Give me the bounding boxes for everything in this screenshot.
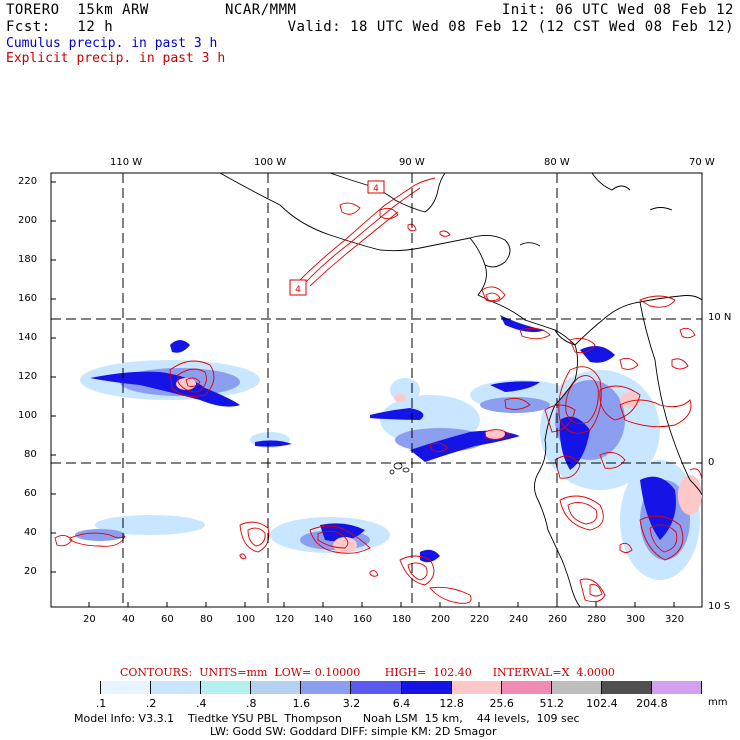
center-name: NCAR/MMM (225, 2, 297, 18)
boxed-contour-labels: 4 4 (289, 180, 385, 296)
valid-time: Valid: 18 UTC Wed 08 Feb 12 (12 CST Wed … (287, 19, 734, 35)
colorbar-cell (101, 681, 152, 694)
model-title: TORERO 15km ARW (6, 2, 149, 18)
contour-box-2 (289, 279, 307, 296)
lat-label-0: 0 (708, 457, 715, 468)
x-tick: 220 (470, 614, 490, 625)
x-tick: 140 (314, 614, 334, 625)
colorbar-cell (501, 681, 552, 694)
x-tick: 160 (353, 614, 373, 625)
colorbar-label: 3.2 (342, 697, 361, 710)
colorbar-label: .4 (195, 697, 207, 710)
map-frame (50, 172, 703, 608)
colorbar-label: .1 (95, 697, 107, 710)
forecast-hour: Fcst: 12 h (6, 19, 114, 35)
x-tick: 200 (431, 614, 451, 625)
lat-label-10s: 10 S (708, 601, 731, 612)
lon-label-100w: 100 W (254, 157, 287, 168)
init-time: Init: 06 UTC Wed 08 Feb 12 (501, 2, 734, 18)
x-tick: 300 (626, 614, 646, 625)
colorbar-cell (451, 681, 502, 694)
colorbar-cell (351, 681, 402, 694)
x-tick: 240 (509, 614, 529, 625)
x-tick: 260 (548, 614, 568, 625)
colorbar-label: .8 (246, 697, 257, 710)
contour-info: CONTOURS: UNITS=mm LOW= 0.10000 HIGH= 10… (120, 666, 615, 679)
colorbar-cell (601, 681, 652, 694)
y-tick: 60 (24, 488, 37, 499)
colorbar-label: 204.8 (636, 697, 668, 710)
y-tick: 180 (18, 254, 38, 265)
colorbar-label: 1.6 (292, 697, 311, 710)
colorbar-cell (201, 681, 252, 694)
colorbar-label: 102.4 (586, 697, 618, 710)
physics-info: LW: Godd SW: Goddard DIFF: simple KM: 2D… (210, 725, 497, 738)
colorbar-cell (251, 681, 302, 694)
model-info: Model Info: V3.3.1 Tiedtke YSU PBL Thomp… (74, 712, 580, 725)
very-heavy-precip-areas (176, 378, 702, 553)
contour-box-2-label: 4 (295, 285, 301, 295)
x-tick: 80 (200, 614, 213, 625)
colorbar-cell (301, 681, 352, 694)
x-tick: 280 (587, 614, 607, 625)
y-tick: 160 (18, 293, 38, 304)
colorbar-label: .2 (145, 697, 157, 710)
axis-ticks (51, 181, 675, 607)
colorbar-label: 12.8 (439, 697, 464, 710)
lon-label-80w: 80 W (544, 157, 570, 168)
colorbar-label: 6.4 (392, 697, 411, 710)
colorbar-cell (401, 681, 452, 694)
colorbar-unit: mm (708, 697, 728, 708)
lon-label-110w: 110 W (110, 157, 143, 168)
y-tick: 40 (24, 527, 37, 538)
coastlines (219, 172, 703, 608)
y-tick: 100 (18, 410, 38, 421)
y-tick: 220 (18, 176, 38, 187)
x-tick: 60 (161, 614, 174, 625)
x-tick: 120 (275, 614, 295, 625)
x-tick: 320 (665, 614, 685, 625)
y-tick: 120 (18, 371, 38, 382)
lon-label-70w: 70 W (689, 157, 715, 168)
contour-box-1 (367, 180, 385, 194)
graticule (51, 173, 702, 607)
y-tick: 80 (24, 449, 37, 460)
x-tick: 20 (83, 614, 96, 625)
colorbar-cell (551, 681, 602, 694)
y-tick: 200 (18, 215, 38, 226)
colorbar-cell (51, 681, 102, 694)
colorbar-label: 25.6 (489, 697, 514, 710)
x-tick: 40 (122, 614, 135, 625)
galapagos-islands (389, 462, 410, 475)
colorbar-cell (651, 681, 702, 694)
y-tick: 140 (18, 332, 38, 343)
lon-label-90w: 90 W (399, 157, 425, 168)
contour-box-1-label: 4 (373, 184, 379, 194)
x-tick: 180 (392, 614, 412, 625)
y-tick: 20 (24, 566, 37, 577)
legend-cumulus: Cumulus precip. in past 3 h (6, 36, 218, 51)
colorbar-label: 51.2 (539, 697, 565, 710)
explicit-precip-contours (54, 177, 703, 604)
x-tick: 100 (236, 614, 256, 625)
legend-explicit: Explicit precip. in past 3 h (6, 51, 226, 66)
lat-label-10n: 10 N (708, 312, 732, 323)
colorbar-cell (151, 681, 202, 694)
